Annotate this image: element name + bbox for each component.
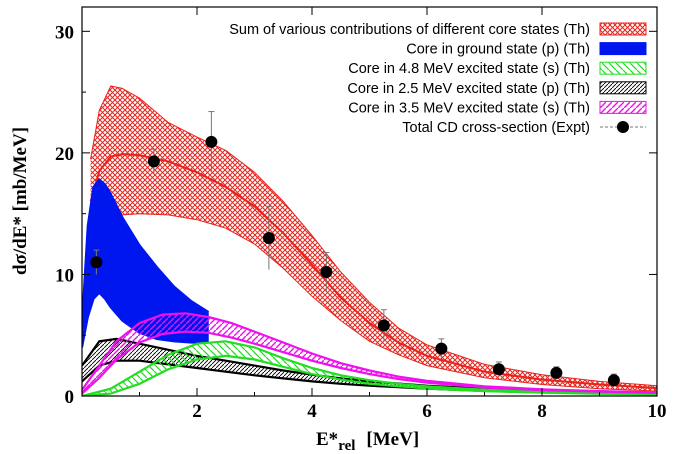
data-point (377, 309, 390, 342)
series-2 (82, 340, 657, 396)
axis-ticks: 2 4 6 8 10 0 10 20 30 (55, 7, 667, 422)
point-marker (550, 366, 563, 379)
series-layer (82, 85, 657, 396)
point-marker (320, 266, 333, 279)
legend-entry: Core in 3.5 MeV excited state (s) (Th) (348, 100, 647, 116)
data-point (607, 373, 620, 387)
series-center-line-0 (89, 153, 657, 390)
data-point (320, 252, 333, 292)
point-marker (147, 155, 160, 168)
series-0 (89, 85, 657, 392)
x-tick-label: 4 (307, 401, 317, 422)
legend-swatch (599, 100, 647, 114)
y-tick-label: 30 (55, 22, 74, 43)
x-tick-label: 10 (648, 401, 667, 422)
legend-entry: Core in 4.8 MeV excited state (s) (Th) (348, 61, 647, 77)
data-point (147, 148, 160, 174)
y-tick-label: 20 (55, 144, 74, 165)
series-4 (82, 312, 657, 395)
series-upper-edge-0 (90, 85, 657, 387)
legend-entry: Total CD cross-section (Expt) (402, 120, 646, 136)
legend-label: Core in 2.5 MeV excited state (p) (Th) (347, 81, 590, 97)
x-axis-title-main: E* (316, 429, 338, 450)
point-marker (492, 363, 505, 376)
legend-swatch (599, 22, 647, 36)
point-marker (90, 256, 103, 269)
legend-entry: Core in ground state (p) (Th) (406, 42, 647, 58)
data-point (492, 361, 505, 377)
x-axis-title: E*rel [MeV] (316, 429, 419, 454)
data-point (435, 338, 448, 359)
series-lower-edge-2 (82, 354, 657, 396)
point-marker (262, 231, 275, 244)
x-tick-label: 8 (537, 401, 547, 422)
y-tick-label: 0 (65, 387, 75, 408)
series-upper-edge-2 (82, 340, 657, 396)
data-points (90, 111, 620, 387)
x-tick-label: 2 (192, 401, 202, 422)
series-lower-edge-1 (82, 291, 209, 348)
series-upper-edge-1 (82, 178, 210, 324)
legend-swatch-marker (617, 121, 629, 133)
legend-label: Core in 3.5 MeV excited state (s) (Th) (348, 100, 590, 116)
series-band-4 (82, 313, 657, 394)
legend-swatch (599, 81, 647, 95)
y-tick-label: 10 (55, 265, 74, 286)
legend-entry: Sum of various contributions of differen… (229, 22, 647, 38)
y-axis-title: dσ/dE* [mb/MeV] (10, 127, 31, 275)
data-point (205, 111, 218, 173)
series-upper-edge-4 (82, 312, 657, 394)
legend-label: Total CD cross-section (Expt) (402, 120, 590, 136)
data-point (90, 249, 103, 275)
point-marker (435, 342, 448, 355)
legend: Sum of various contributions of differen… (229, 22, 647, 136)
series-lower-edge-4 (82, 330, 657, 395)
legend-swatch (599, 42, 647, 56)
point-marker (377, 319, 390, 332)
data-point (262, 205, 275, 270)
point-marker (205, 135, 218, 148)
legend-label: Core in 4.8 MeV excited state (s) (Th) (348, 61, 590, 77)
legend-label: Core in ground state (p) (Th) (406, 42, 590, 58)
series-band-0 (90, 86, 657, 392)
point-marker (607, 374, 620, 387)
data-point (550, 366, 563, 379)
x-axis-title-unit: [MeV] (366, 429, 419, 450)
legend-label: Sum of various contributions of differen… (229, 22, 590, 38)
x-axis-title-sub: rel (338, 438, 355, 454)
legend-swatch (599, 61, 647, 75)
legend-entry: Core in 2.5 MeV excited state (p) (Th) (347, 81, 647, 97)
x-tick-label: 6 (422, 401, 432, 422)
